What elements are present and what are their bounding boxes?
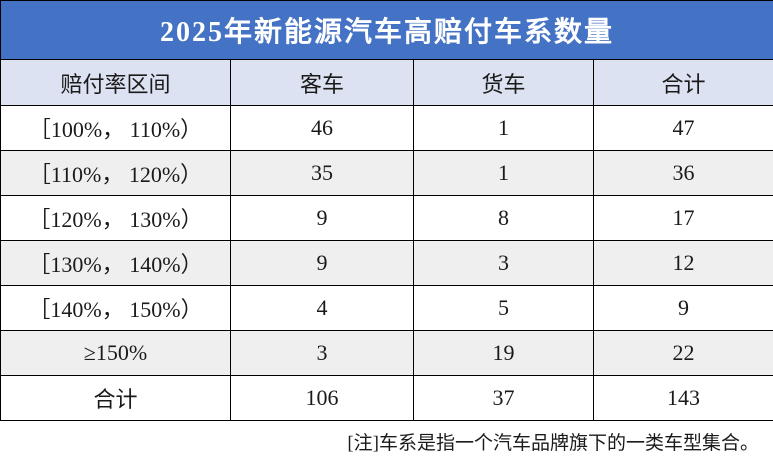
payout-rate-table: 2025年新能源汽车高赔付车系数量 赔付率区间 客车 货车 合计 ［100%， …	[0, 0, 773, 421]
table-row: ［110%， 120%） 35 1 36	[0, 150, 773, 196]
table-row: ［120%， 130%） 9 8 17	[0, 195, 773, 241]
column-header-total: 合计	[592, 59, 773, 106]
cell-interval: ≥150%	[0, 330, 231, 376]
cell-total-count: 12	[592, 240, 773, 286]
cell-total-label: 合计	[0, 375, 231, 421]
cell-interval: ［100%， 110%）	[0, 105, 231, 151]
cell-passenger-count: 106	[230, 375, 414, 421]
footnote: [注]车系是指一个汽车品牌旗下的一类车型集合。	[347, 433, 759, 454]
table-row: ［100%， 110%） 46 1 47	[0, 105, 773, 151]
cell-truck-count: 37	[413, 375, 594, 421]
table-row-total: 合计 106 37 143	[0, 375, 773, 421]
cell-total-count: 143	[592, 375, 773, 421]
cell-passenger-count: 35	[230, 150, 414, 196]
cell-interval: ［130%， 140%）	[0, 240, 231, 286]
cell-interval: ［120%， 130%）	[0, 195, 231, 241]
column-header-passenger-vehicle: 客车	[230, 59, 414, 106]
cell-truck-count: 5	[413, 285, 594, 331]
cell-interval: ［140%， 150%）	[0, 285, 231, 331]
table-row: ［130%， 140%） 9 3 12	[0, 240, 773, 286]
cell-passenger-count: 9	[230, 195, 414, 241]
cell-truck-count: 8	[413, 195, 594, 241]
cell-total-count: 9	[592, 285, 773, 331]
cell-total-count: 17	[592, 195, 773, 241]
cell-truck-count: 3	[413, 240, 594, 286]
cell-passenger-count: 4	[230, 285, 414, 331]
cell-interval: ［110%， 120%）	[0, 150, 231, 196]
cell-passenger-count: 9	[230, 240, 414, 286]
cell-total-count: 22	[592, 330, 773, 376]
column-header-truck: 货车	[413, 59, 594, 106]
cell-truck-count: 1	[413, 105, 594, 151]
table-row: ［140%， 150%） 4 5 9	[0, 285, 773, 331]
column-header-payout-interval: 赔付率区间	[0, 59, 231, 106]
cell-passenger-count: 3	[230, 330, 414, 376]
table-title: 2025年新能源汽车高赔付车系数量	[0, 0, 773, 60]
cell-total-count: 36	[592, 150, 773, 196]
cell-truck-count: 19	[413, 330, 594, 376]
cell-truck-count: 1	[413, 150, 594, 196]
cell-passenger-count: 46	[230, 105, 414, 151]
table-row: ≥150% 3 19 22	[0, 330, 773, 376]
title-row: 2025年新能源汽车高赔付车系数量	[0, 0, 773, 60]
cell-total-count: 47	[592, 105, 773, 151]
header-row: 赔付率区间 客车 货车 合计	[0, 59, 773, 106]
